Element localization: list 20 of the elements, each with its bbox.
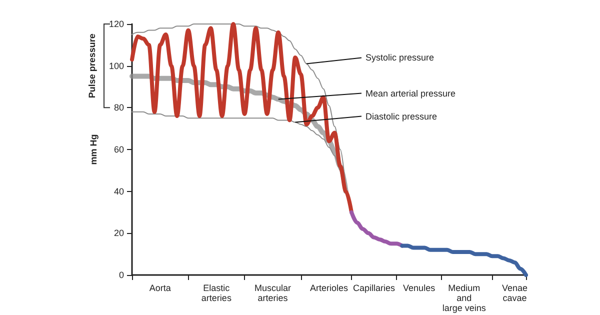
x-tick-label: Arterioles	[310, 283, 349, 293]
x-tick-label: Medium and large veins	[442, 283, 486, 313]
y-tick-label: 60	[114, 144, 124, 154]
y-axis-title: mm Hg	[88, 134, 98, 165]
x-tick-label: Elastic arteries	[201, 283, 232, 303]
x-tick-label: Venae cavae	[502, 283, 528, 303]
x-tick-label: Aorta	[149, 283, 171, 293]
y-tick-label: 80	[114, 102, 124, 113]
y-tick-label: 0	[118, 270, 124, 280]
x-tick-label: Venules	[403, 283, 436, 293]
text: Systolic pressure	[365, 52, 434, 63]
x-tick-label: Muscular arteries	[254, 283, 291, 303]
y-tick-label: 20	[114, 228, 124, 238]
text: Mean arterial pressure	[365, 88, 456, 98]
y-tick-label: 40	[114, 186, 124, 196]
text: Pulse pressure	[87, 34, 97, 98]
y-tick-label: 120	[108, 19, 124, 29]
x-tick-label: Capillaries	[353, 283, 396, 293]
y-tick-label: 100	[108, 60, 124, 71]
text: Diastolic pressure	[365, 111, 438, 122]
